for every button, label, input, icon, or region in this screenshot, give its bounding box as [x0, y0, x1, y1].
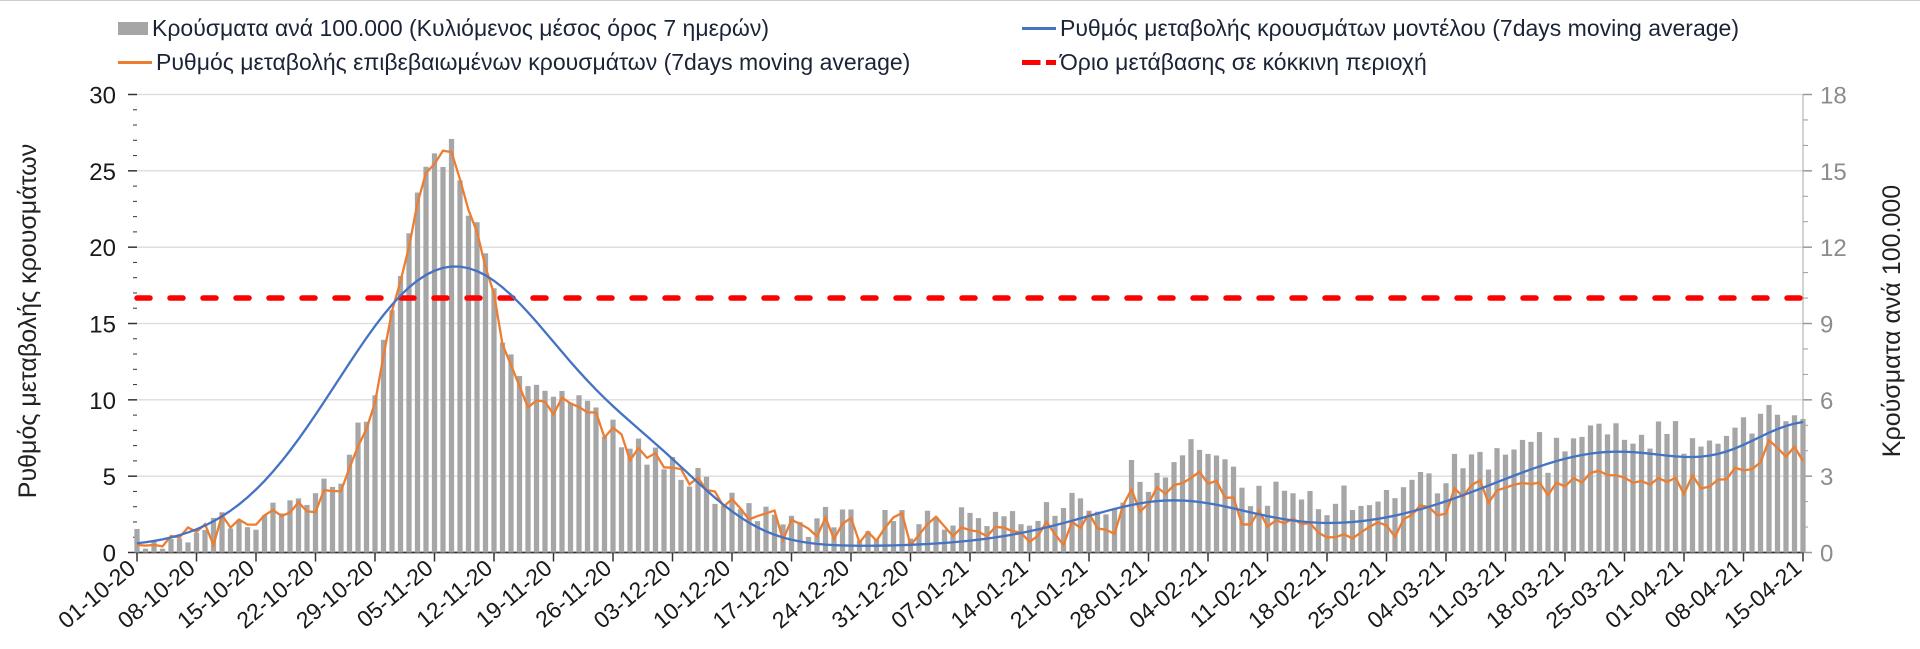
svg-text:25: 25 [89, 159, 116, 186]
svg-text:5: 5 [103, 464, 116, 491]
svg-text:3: 3 [1820, 464, 1833, 491]
svg-text:20: 20 [89, 235, 116, 262]
svg-text:15: 15 [89, 312, 116, 339]
svg-text:30: 30 [89, 83, 116, 110]
svg-text:18: 18 [1820, 83, 1847, 110]
svg-text:10: 10 [89, 388, 116, 415]
svg-text:15: 15 [1820, 159, 1847, 186]
svg-text:9: 9 [1820, 312, 1833, 339]
svg-text:12: 12 [1820, 235, 1847, 262]
svg-text:6: 6 [1820, 388, 1833, 415]
svg-text:0: 0 [1820, 541, 1833, 568]
